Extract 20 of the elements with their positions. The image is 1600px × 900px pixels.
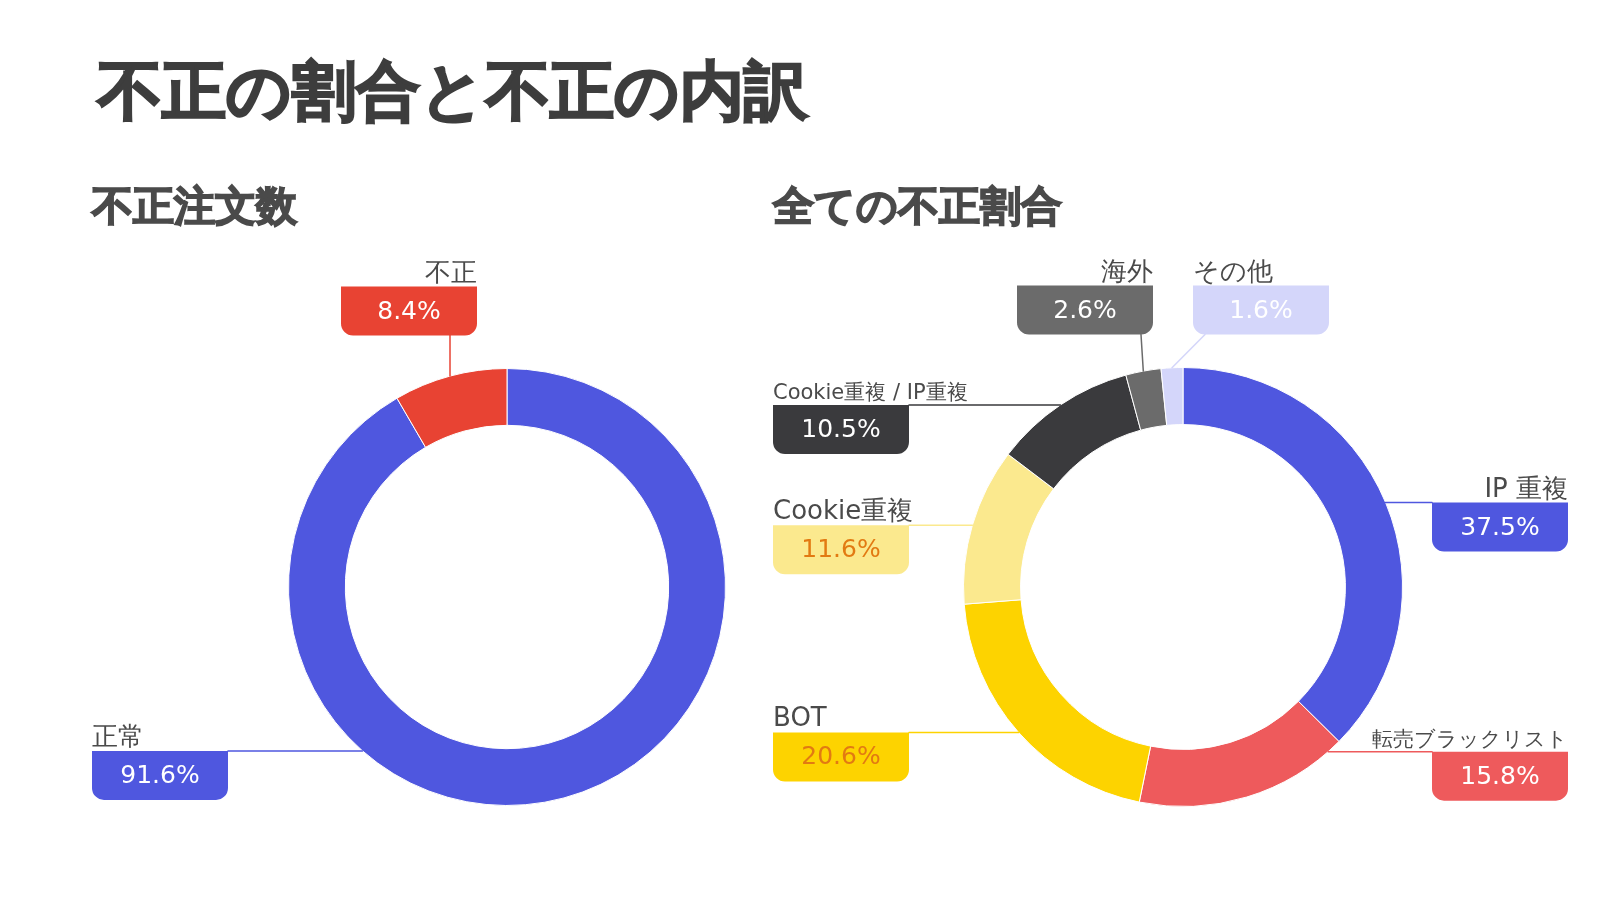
data-label: 10.5% xyxy=(801,413,881,443)
slice-label: Cookie重複 xyxy=(773,495,914,526)
slice-label: Cookie重複 / IP重複 xyxy=(773,379,968,404)
chart-title: 不正注文数 xyxy=(92,182,297,230)
slice-label: 正常 xyxy=(92,720,144,751)
data-label: 8.4% xyxy=(377,295,441,325)
slice-label: 不正 xyxy=(425,256,477,287)
slice-label: その他 xyxy=(1193,255,1273,286)
slice-label: 転売ブラックリスト xyxy=(1372,726,1568,751)
text: 不正の割合と不正の内訳 xyxy=(98,54,808,128)
data-label: 11.6% xyxy=(801,534,881,564)
data-label: 15.8% xyxy=(1460,760,1540,790)
slice-label: BOT xyxy=(773,702,827,733)
data-label: 2.6% xyxy=(1053,294,1117,324)
data-label: 20.6% xyxy=(801,741,881,771)
slice-label: 海外 xyxy=(1101,255,1153,286)
chart-title: 全ての不正割合 xyxy=(773,182,1062,230)
data-label: 37.5% xyxy=(1460,511,1540,541)
data-label: 91.6% xyxy=(120,759,200,789)
slice-label: IP 重複 xyxy=(1484,472,1568,503)
